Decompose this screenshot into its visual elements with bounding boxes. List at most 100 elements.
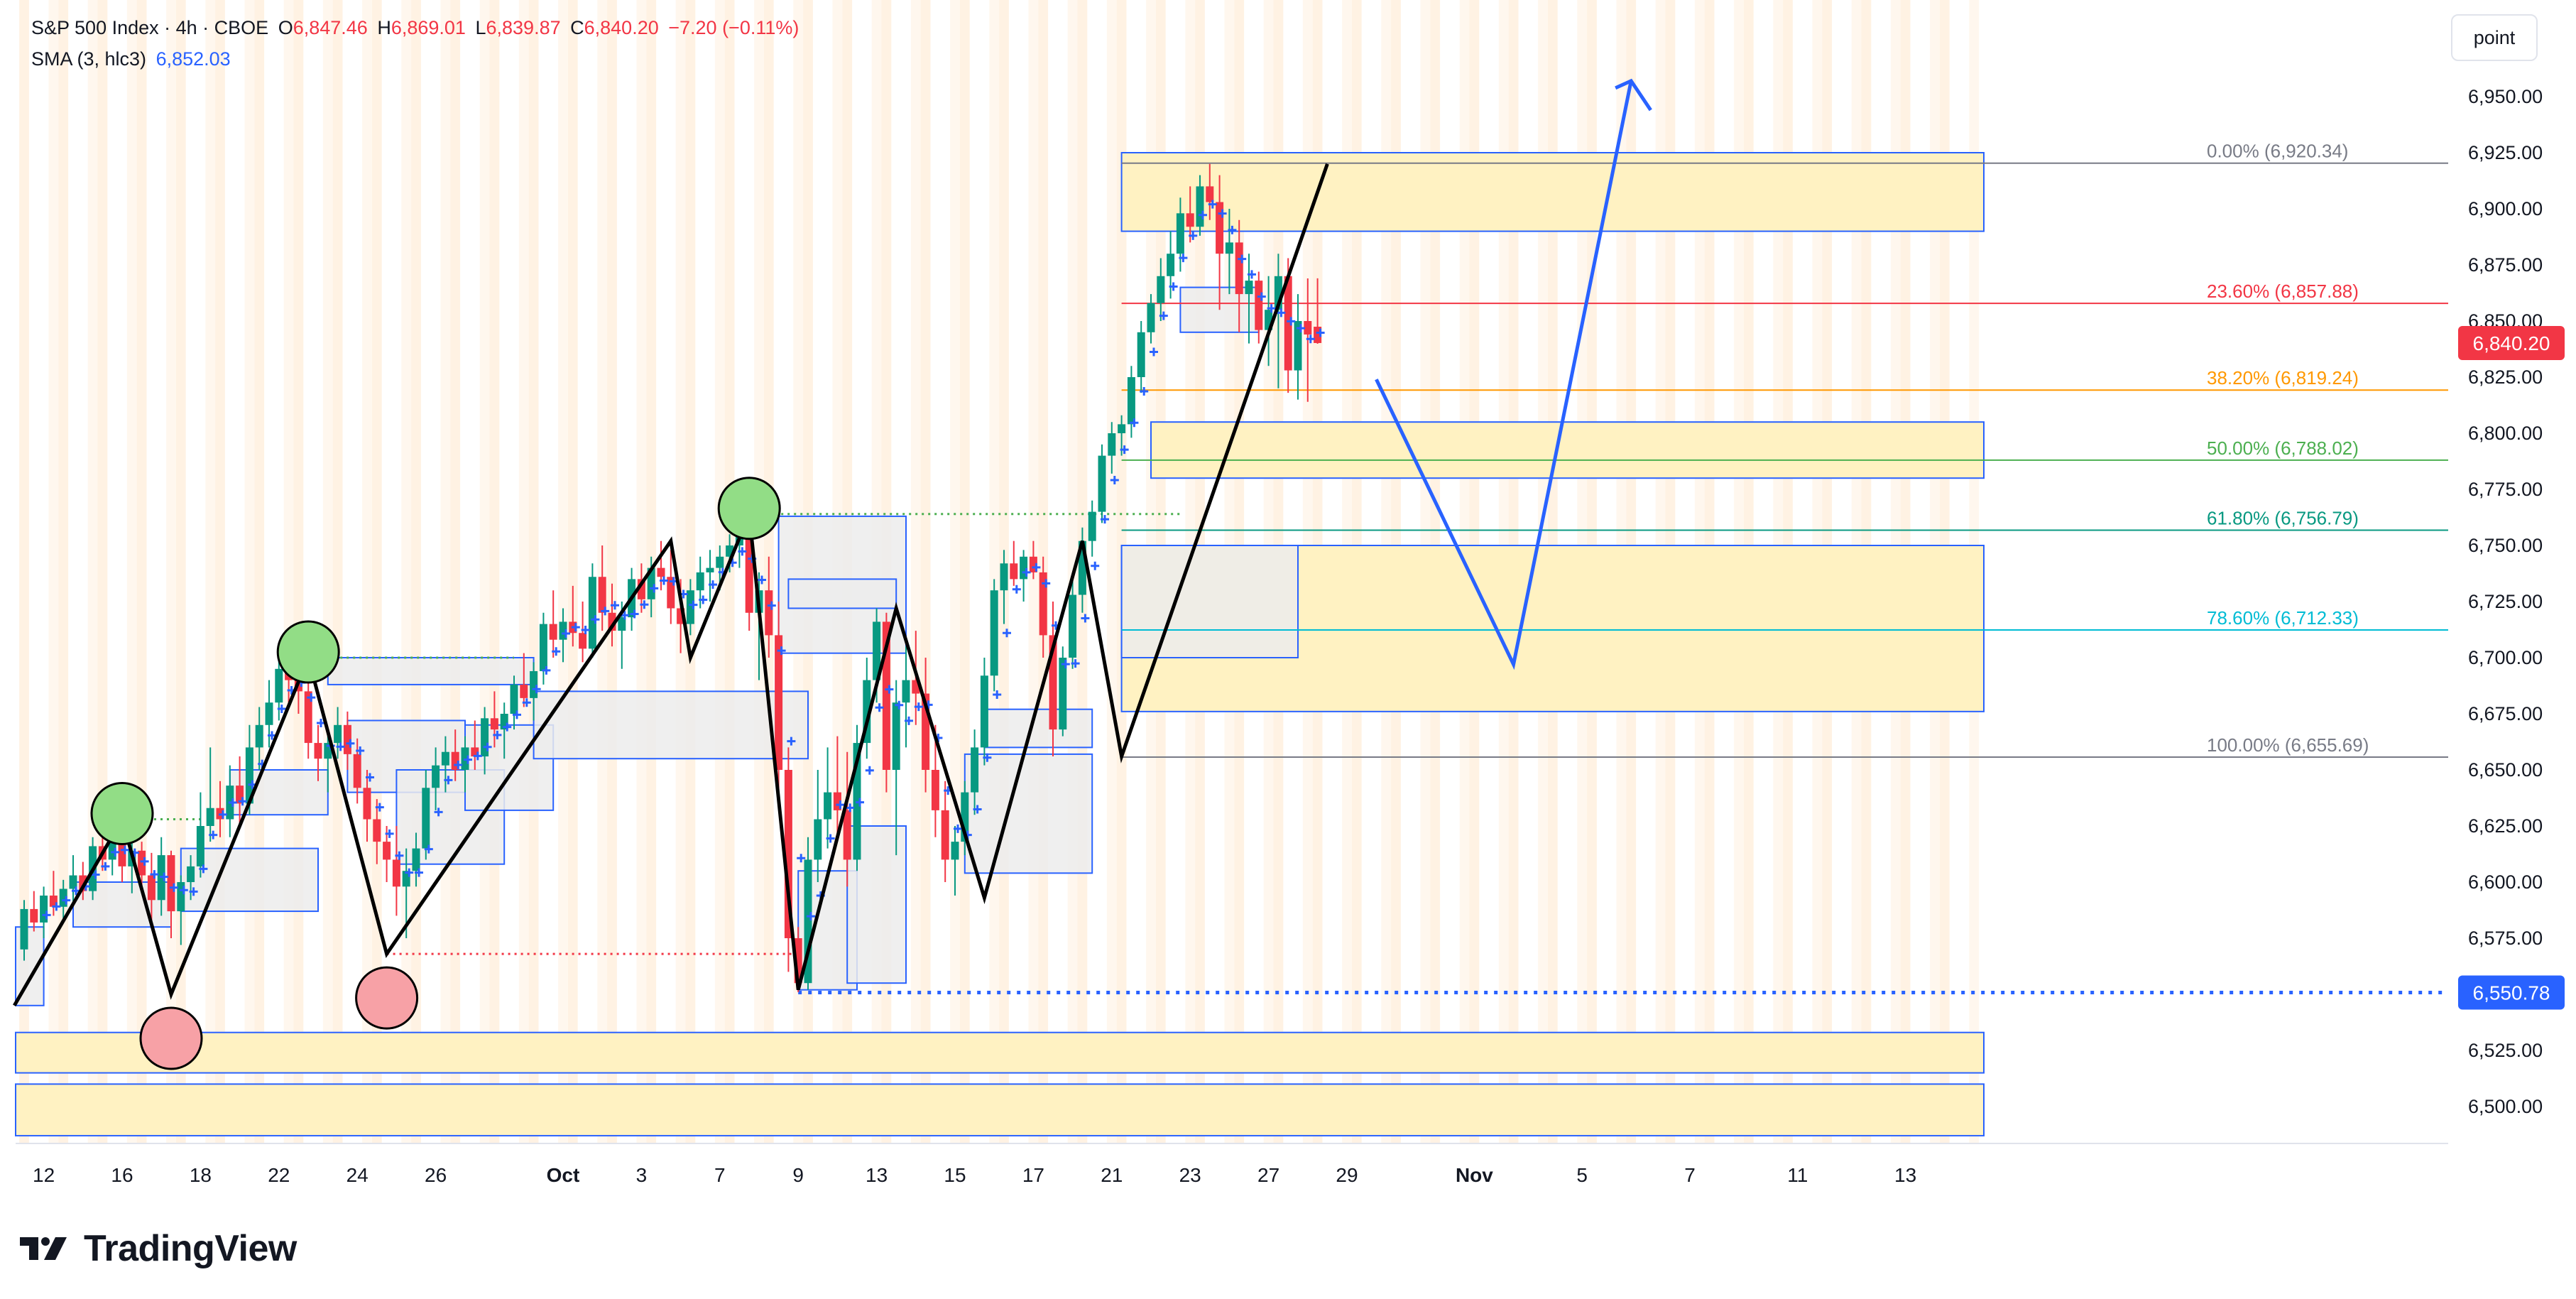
candle (1137, 321, 1145, 393)
session-stripe (215, 0, 225, 1143)
candle (1147, 294, 1155, 344)
sma-marker (1042, 579, 1051, 588)
swing-high-marker (717, 477, 781, 540)
candle (520, 653, 528, 707)
sma-marker (366, 773, 374, 782)
point-mode-button[interactable]: point (2451, 14, 2538, 61)
x-axis-tick-label: 23 (1179, 1164, 1201, 1186)
candle-body (1147, 303, 1155, 332)
candle-body (1196, 186, 1204, 227)
tradingview-brand[interactable]: TradingView (20, 1227, 297, 1270)
candle-body (1020, 556, 1028, 580)
session-stripe (293, 0, 304, 1143)
key-level-tag-label: 6,550.78 (2473, 982, 2550, 1004)
candle (990, 579, 998, 692)
session-stripe (440, 0, 451, 1143)
candle-body (236, 786, 244, 804)
candle-body (931, 770, 939, 810)
sma-marker (1091, 561, 1100, 570)
candle (1098, 444, 1106, 523)
candle (1059, 646, 1067, 737)
session-stripe (479, 0, 490, 1143)
sma-marker (1081, 614, 1090, 623)
sma-marker (650, 584, 659, 593)
y-axis-tick-label: 6,675.00 (2468, 703, 2543, 724)
y-axis-tick-label: 6,525.00 (2468, 1040, 2543, 1061)
candle (1294, 294, 1302, 400)
candle (1029, 540, 1037, 580)
x-axis-tick-label: 27 (1257, 1164, 1279, 1186)
session-stripe (1106, 0, 1117, 1143)
candle (79, 862, 87, 901)
sma-marker (513, 710, 521, 719)
candle-body (618, 617, 626, 631)
sma-marker (1189, 231, 1198, 240)
sma-marker (875, 703, 884, 712)
candle (941, 781, 949, 882)
candle-body (451, 751, 459, 770)
y-axis-tick-label: 6,575.00 (2468, 928, 2543, 949)
candle-body (373, 819, 381, 842)
sma-marker (1316, 328, 1325, 337)
zigzag-line (13, 163, 1329, 1007)
candle (667, 550, 675, 624)
sma-marker (91, 870, 100, 879)
candle-body (383, 842, 391, 860)
session-stripe (244, 0, 255, 1143)
session-stripe (450, 0, 461, 1143)
sma-marker (601, 607, 610, 616)
sma-marker (277, 704, 286, 713)
candle (255, 707, 263, 770)
sma-marker (1150, 347, 1158, 357)
x-axis-tick-label: 24 (346, 1164, 369, 1186)
sma-marker (336, 742, 345, 751)
candle (167, 850, 175, 938)
candle (412, 832, 420, 887)
sma-marker (179, 886, 188, 895)
session-stripe (607, 0, 617, 1143)
sma-marker (473, 751, 482, 761)
x-axis-tick-label: Oct (547, 1164, 580, 1186)
sma-marker (1169, 282, 1178, 291)
sma-marker (856, 798, 864, 807)
fib-level-label: 38.20% (6,819.24) (2207, 367, 2359, 388)
sma-marker (385, 829, 394, 838)
candle (353, 738, 361, 804)
sma-marker (846, 803, 855, 812)
sma-legend[interactable]: SMA (3, hlc3) 6,852.03 (31, 48, 235, 70)
sma-marker (1061, 660, 1070, 669)
candle (931, 724, 939, 837)
candle (138, 842, 146, 887)
candle-body (1265, 310, 1273, 330)
projection-path (1375, 80, 1633, 670)
tradingview-logo-icon (20, 1237, 67, 1260)
candle (1206, 163, 1214, 220)
y-axis-tick-label: 6,600.00 (2468, 871, 2543, 893)
candle-body (980, 675, 988, 748)
candle-body (971, 747, 979, 793)
candle-body (1049, 635, 1057, 730)
swing-low-marker (139, 1006, 203, 1070)
sma-marker (1297, 324, 1305, 333)
session-stripe (528, 0, 539, 1143)
candle (304, 680, 312, 759)
candle-body (334, 724, 342, 744)
candle (833, 736, 841, 837)
sma-marker (307, 693, 316, 702)
candle-body (59, 888, 67, 907)
candle (363, 770, 371, 842)
session-stripe (19, 0, 29, 1143)
session-stripe (136, 0, 147, 1143)
candle (1088, 500, 1096, 557)
sma-marker (150, 870, 159, 879)
x-axis-tick-label: 12 (33, 1164, 55, 1186)
sma-marker (1120, 445, 1129, 455)
session-stripe (48, 0, 59, 1143)
sma-marker (1159, 311, 1168, 320)
candle-body (1176, 213, 1184, 254)
candle-body (304, 691, 312, 744)
candle (1127, 366, 1135, 438)
sma-marker (111, 847, 120, 857)
